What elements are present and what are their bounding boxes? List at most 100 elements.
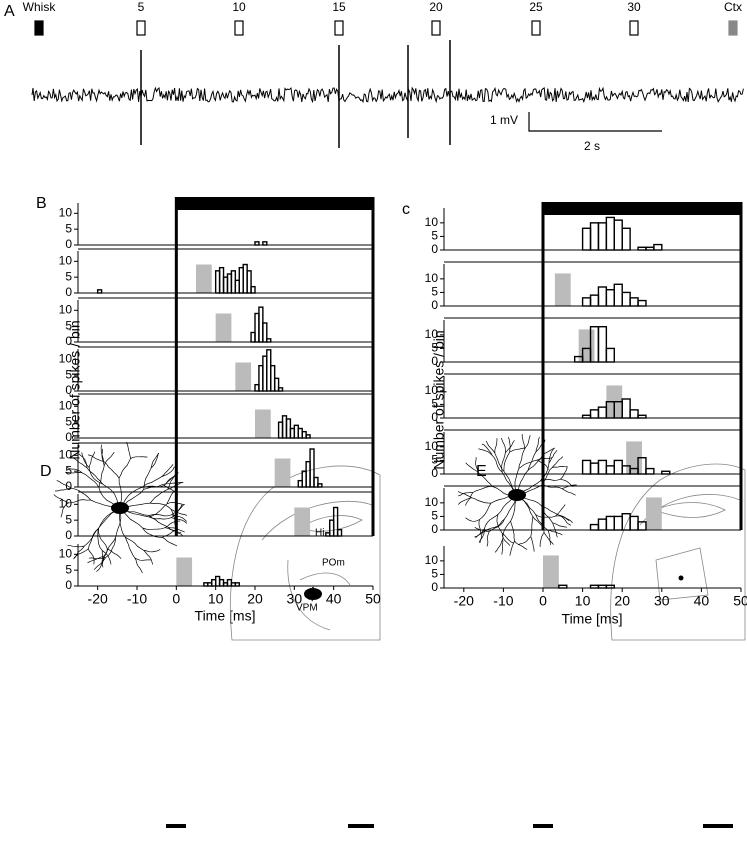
dendrite [494,438,498,454]
stimulus [235,362,252,391]
dendrite [142,527,166,531]
histogram-bar [96,289,103,294]
y-tick-label: 0 [431,466,438,480]
dendrite [501,533,511,546]
y-tick-label: 10 [59,303,73,317]
dendrite [93,557,107,570]
y-tick-label: 5 [65,318,72,332]
x-tick-label: 20 [247,591,263,607]
y-axis-label: Number of spikes / bin [431,330,447,469]
histogram-bar [621,291,631,307]
dendrite [532,516,549,531]
dendrite [510,521,515,542]
x-tick-label: 10 [575,593,591,609]
dendrite [100,444,105,462]
dendrite [465,462,479,473]
histogram-bar [336,528,343,537]
dendrite [478,519,481,535]
trace [31,86,744,104]
dendrite [494,539,504,553]
dendrite [561,488,576,496]
dendrite [78,453,88,468]
dendrite [88,454,104,462]
histogram-bar [629,409,639,419]
dendrite [143,483,166,490]
dendrite [527,451,537,471]
dendrite [478,448,493,456]
x-tick-label: 0 [539,593,547,609]
y-tick-label: 0 [431,354,438,368]
stim-label: 5 [138,0,145,14]
dendrite [552,466,568,468]
dendrite [491,454,503,473]
dendrite [514,540,528,550]
dendrite [541,467,553,486]
dendrite [150,452,160,469]
dendrite [53,494,69,504]
y-tick-label: 10 [59,497,73,511]
dendrite [98,465,105,488]
histogram-bar [589,222,600,251]
dendrite [518,449,525,469]
dendrite [118,458,131,479]
x-tick-label: -10 [493,593,513,609]
x-tick-label: 10 [208,591,224,607]
dendrite [501,532,514,544]
stim-box [728,20,738,36]
panel-letter: c [402,201,410,218]
soma [508,489,526,501]
dendrite [87,548,95,565]
dendrite [134,557,143,574]
y-tick-label: 0 [65,479,72,493]
dendrite [81,452,90,468]
soma [304,588,322,600]
dendrite [66,466,83,474]
histogram-bar [613,515,623,531]
histogram-bar [581,459,592,475]
histogram-bar [332,506,339,537]
y-tick-label: 10 [59,547,73,561]
y-tick-label: 0 [65,578,72,592]
dendrite [484,513,499,529]
y-tick-label: 5 [431,285,438,299]
y-tick-label: 5 [431,567,438,581]
dendrite [125,536,144,551]
y-tick-label: 10 [59,254,73,268]
stim-label: 15 [332,0,346,14]
stimulus [255,409,271,438]
histogram-bar [589,294,600,307]
y-tick-label: 0 [65,334,72,348]
y-tick-label: 0 [65,285,72,299]
dendrite [535,514,556,518]
histogram-bar [621,227,631,251]
panel-letter: A [4,3,15,20]
y-tick-label: 5 [431,229,438,243]
dendrite [143,467,152,490]
histogram-bar [589,584,600,589]
histogram-bar [613,283,623,307]
histogram-bar [597,286,608,307]
dendrite [171,514,188,522]
dendrite [142,527,163,538]
scale-bar [528,112,662,132]
dendrite [548,448,554,464]
histogram-bar [581,414,592,419]
dendrite [503,451,511,472]
soma [111,502,129,514]
dendrite [165,482,183,485]
dendrite [508,436,511,453]
histogram-bar [234,582,240,587]
histogram-bar [305,434,311,439]
stim-box [334,20,344,36]
histogram-bar [558,584,568,589]
dendrite [164,527,182,533]
region-label: Hi [315,528,324,539]
x-tick-label: 40 [694,593,710,609]
brain-contour [287,559,351,631]
stim-box [234,20,244,36]
dendrite [162,529,178,538]
dendrite [143,549,161,553]
brain-contour [655,547,709,601]
histogram-bar [250,285,256,294]
